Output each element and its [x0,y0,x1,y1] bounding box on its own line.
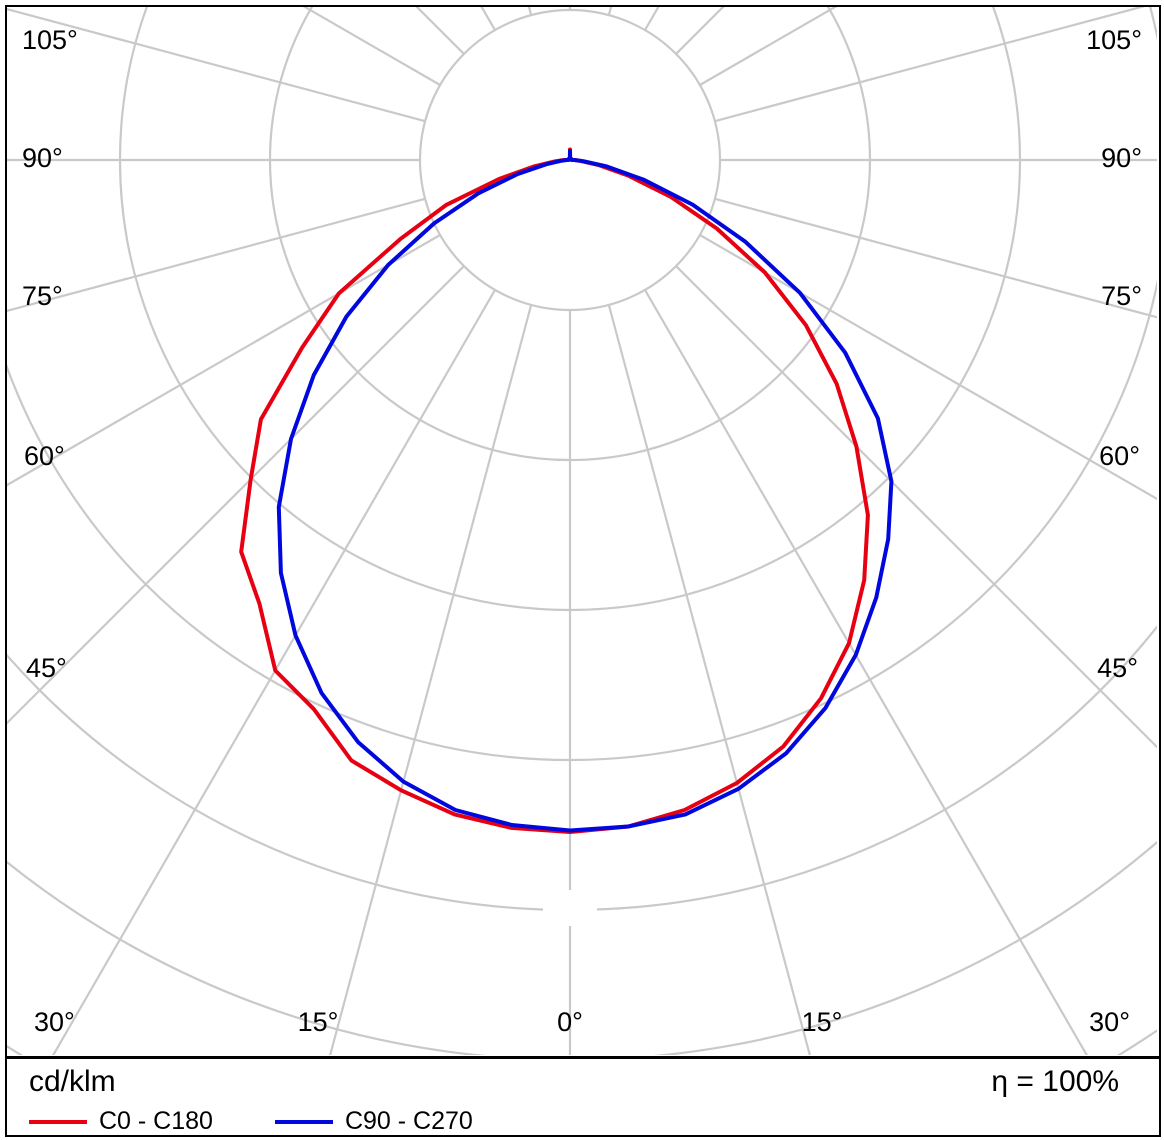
grid-ring [7,624,1157,911]
angle-label-right: 30° [1089,1007,1130,1037]
angle-label-left: 90° [22,143,63,173]
grid-radial [714,7,1146,123]
angle-label-bottom: 15° [802,1007,843,1037]
angle-label-bottom: 15° [298,1007,339,1037]
series-curve-1 [276,149,894,833]
legend-label-c0-c180: C0 - C180 [99,1107,213,1135]
grid-radial [607,7,613,16]
chart-footer-divider [5,1056,1161,1059]
grid-radial [7,197,426,312]
efficiency-label: η = 100% [991,1065,1119,1098]
grid-ring [7,7,1157,761]
grid-radial [644,289,1088,1055]
unit-label: cd/klm [29,1065,116,1098]
legend-label-c90-c270: C90 - C270 [344,1107,473,1135]
angle-label-right: 60° [1099,441,1140,471]
angle-label-bottom: 0° [557,1007,583,1037]
angle-label-right: 105° [1086,25,1142,55]
grid-radial [329,304,533,1055]
ring-label-backing [543,890,597,926]
angle-label-right: 75° [1101,281,1142,311]
grid-radial [607,304,811,1055]
series-curve-0 [239,147,870,834]
angle-label-left: 105° [22,25,78,55]
angle-labels: 105° 90° 75° 60° 45° 30° 105° 90° 75° 60° 45° 30° 15… [22,25,1142,1037]
angle-label-left: 30° [34,1007,75,1037]
angle-label-left: 75° [22,281,63,311]
angle-label-right: 90° [1101,143,1142,173]
legend-swatch-c90-c270 [274,1119,333,1124]
grid-radial [527,7,533,16]
grid-radial [7,8,426,123]
grid-radial [699,234,1157,501]
curves [239,147,894,834]
footer: cd/klm η = 100% C0 - C180 C90 - C270 [7,1059,1157,1135]
angle-label-left: 60° [24,441,65,471]
legend-swatch-c0-c180 [29,1119,87,1124]
grid-radial [52,289,496,1055]
angle-label-left: 45° [26,653,67,683]
legend: C0 - C180 C90 - C270 [29,1107,535,1135]
grid-radial [7,265,465,725]
grid-radial [7,234,441,487]
grid-radial [675,265,1157,749]
grid-radial [714,197,1157,319]
angle-label-right: 45° [1097,653,1138,683]
